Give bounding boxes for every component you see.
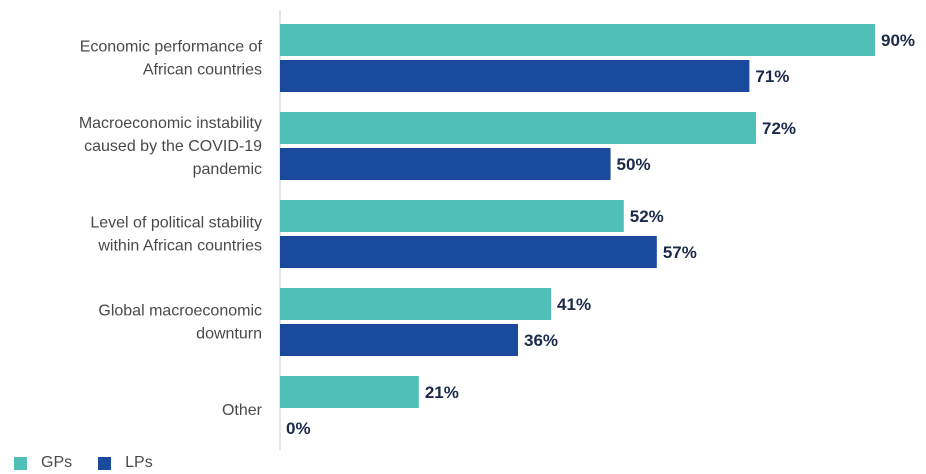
legend-swatch-gps (14, 457, 27, 470)
bars-layer: Economic performance of African countries… (79, 24, 915, 438)
category-label: Level of political stability within Afric… (90, 215, 262, 255)
bar-gps (280, 376, 419, 408)
category-label-line: Economic performance of (80, 39, 263, 56)
data-label-gps: 72% (762, 119, 796, 138)
legend-swatch-lps (98, 457, 111, 470)
data-label-gps: 21% (425, 383, 459, 402)
category-label-line: caused by the COVID-19 (84, 138, 262, 155)
data-label-lps: 57% (663, 243, 697, 262)
bar-gps (280, 288, 551, 320)
category-label-line: Macroeconomic instability (79, 115, 262, 132)
bar-gps (280, 200, 624, 232)
bar-lps (280, 324, 518, 356)
legend-item-lps: LPs (98, 454, 153, 472)
bar-chart: Economic performance of African countries… (0, 0, 926, 450)
data-label-gps: 52% (630, 207, 664, 226)
legend: GPs LPs (14, 454, 179, 472)
category-label-line: African countries (143, 62, 262, 79)
data-label-lps: 50% (617, 155, 651, 174)
legend-item-gps: GPs (14, 454, 72, 472)
category-label-line: pandemic (193, 161, 262, 178)
category-label: Global macroeconomic downturn (98, 303, 262, 343)
data-label-lps: 71% (755, 67, 789, 86)
legend-label-gps: GPs (41, 454, 72, 472)
category-label: Economic performance of African countries (80, 39, 263, 79)
category-label-line: Global macroeconomic (98, 303, 262, 320)
category-label: Other (222, 402, 263, 419)
data-label-gps: 41% (557, 295, 591, 314)
category-label-line: downturn (196, 326, 262, 343)
bar-lps (280, 148, 611, 180)
data-label-lps: 36% (524, 331, 558, 350)
legend-label-lps: LPs (125, 454, 153, 472)
category-label-line: within African countries (97, 238, 262, 255)
category-label: Macroeconomic instability caused by the C… (79, 115, 262, 178)
data-label-lps: 0% (286, 419, 311, 438)
category-label-line: Level of political stability (90, 215, 262, 232)
bar-gps (280, 24, 875, 56)
bar-lps (280, 236, 657, 268)
bar-lps (280, 60, 749, 92)
bar-gps (280, 112, 756, 144)
category-label-line: Other (222, 402, 263, 419)
data-label-gps: 90% (881, 31, 915, 50)
